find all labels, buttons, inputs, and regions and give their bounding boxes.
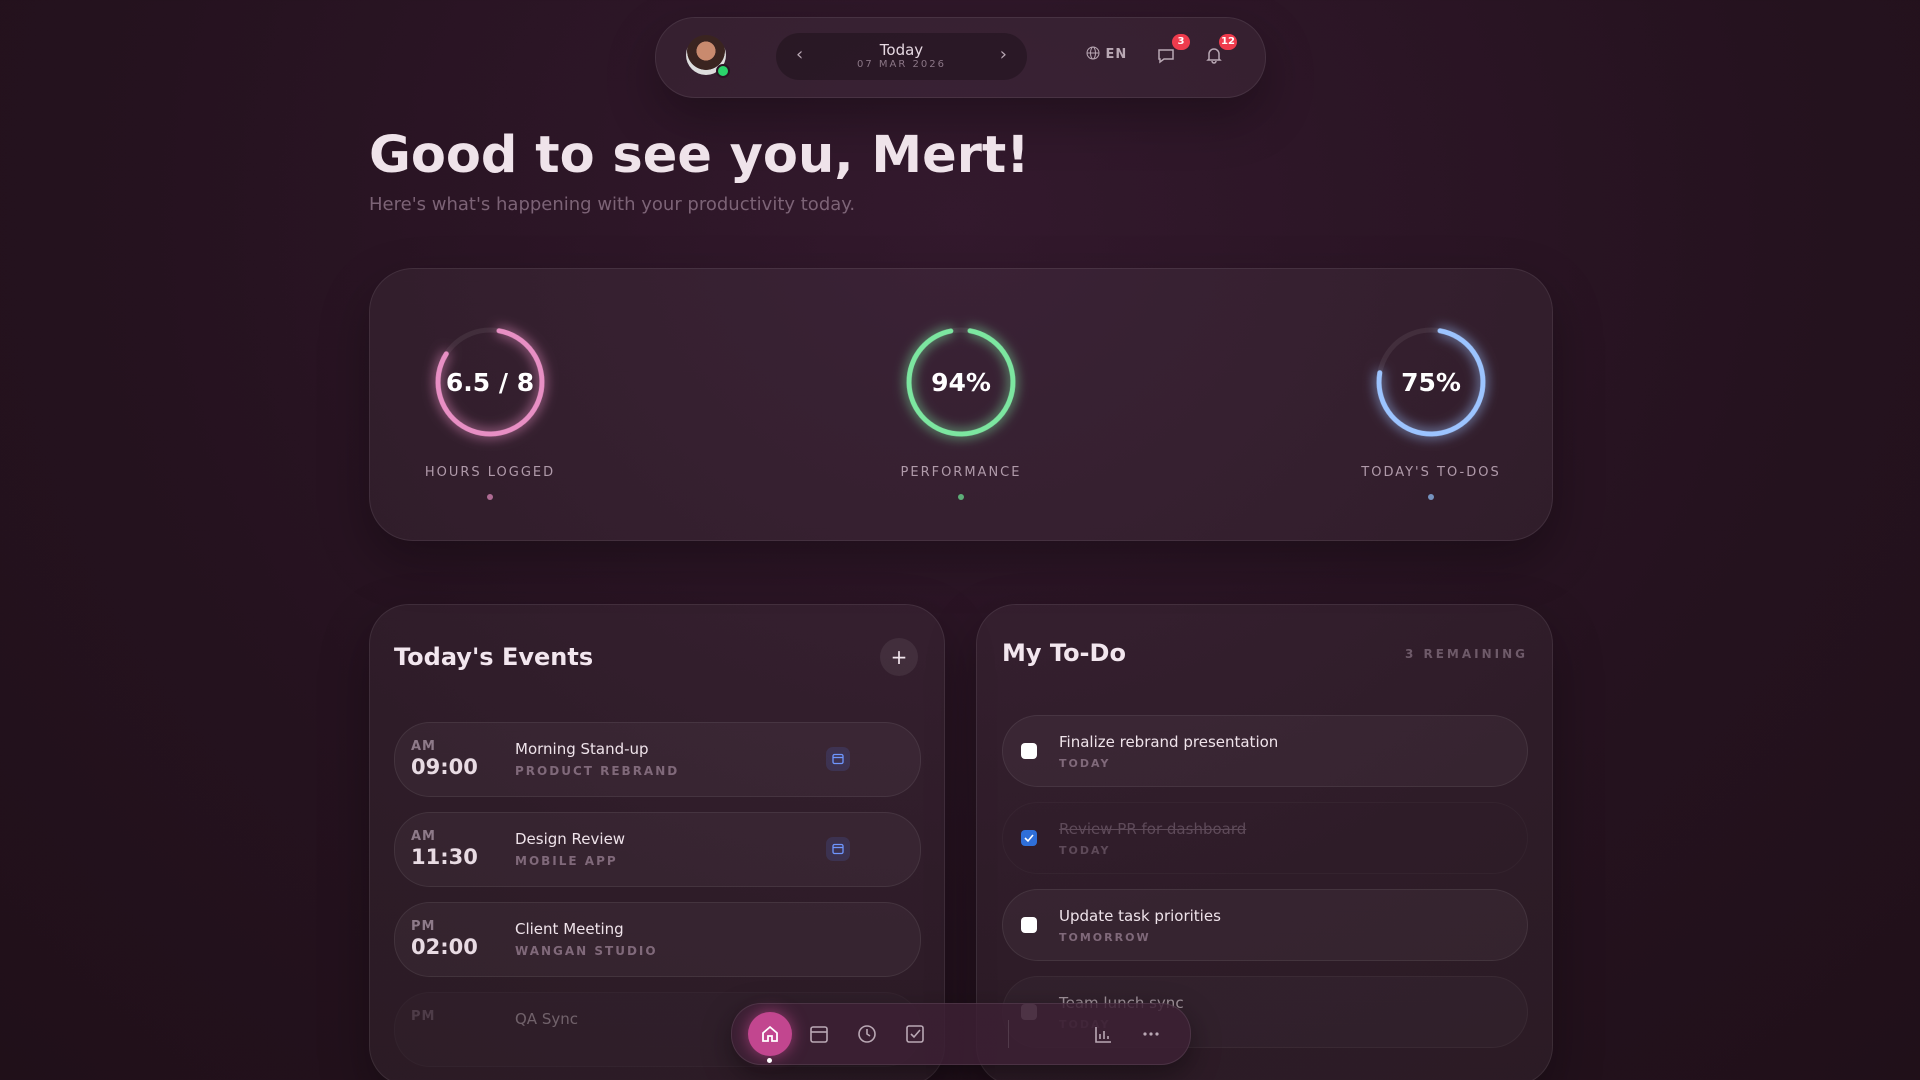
stat-label: HOURS LOGGED	[424, 465, 556, 480]
event-period: AM	[411, 739, 436, 754]
event-row[interactable]: AM 11:30 Design Review MOBILE APP	[394, 812, 921, 887]
home-icon	[762, 1025, 778, 1042]
todo-row[interactable]: Finalize rebrand presentation TODAY	[1002, 715, 1528, 787]
event-time: 11:30	[411, 845, 478, 869]
stat-value: 75%	[1401, 368, 1461, 397]
messages-icon[interactable]	[1157, 47, 1175, 65]
events-card: Today's Events + AM 09:00 Morning Stand-up…	[369, 604, 945, 1080]
progress-ring	[1376, 327, 1486, 437]
stat-dot	[1428, 494, 1434, 500]
stat-value: 6.5 / 8	[445, 368, 535, 397]
todo-due: TODAY	[1059, 757, 1111, 770]
date: 07 MAR 2026	[857, 59, 946, 70]
events-title: Today's Events	[394, 643, 594, 671]
prev-day[interactable]: ‹	[796, 44, 804, 65]
add-event-button[interactable]: +	[880, 638, 918, 676]
top-bar	[655, 17, 1266, 98]
todo-title: Update task priorities	[1059, 907, 1221, 925]
stat-value: 94%	[931, 368, 991, 397]
todo-row[interactable]: Update task priorities TOMORROW	[1002, 889, 1528, 961]
todo-checkbox[interactable]	[1021, 743, 1037, 759]
stat-dot	[487, 494, 493, 500]
event-calendar-icon	[826, 747, 850, 771]
more-tab[interactable]	[1140, 1023, 1162, 1045]
event-subtitle: MOBILE APP	[515, 854, 618, 868]
notifications-icon[interactable]	[1205, 46, 1223, 64]
todo-remaining: 3 REMAINING	[1404, 647, 1528, 661]
active-indicator	[767, 1058, 772, 1063]
language-switch[interactable]: EN	[1086, 46, 1127, 62]
bottom-nav	[731, 1003, 1191, 1065]
home-tab[interactable]	[748, 1012, 792, 1056]
date-switcher: ‹ › Today 07 MAR 2026	[776, 33, 1027, 80]
check-mark	[1024, 834, 1034, 843]
event-calendar-icon	[826, 837, 850, 861]
event-title: Morning Stand-up	[515, 740, 649, 758]
todo-checkbox[interactable]	[1021, 830, 1037, 846]
event-row[interactable]: PM QA Sync	[394, 992, 921, 1067]
event-time: 02:00	[411, 935, 478, 959]
todo-due: TODAY	[1059, 844, 1111, 857]
event-time: 09:00	[411, 755, 478, 779]
ring-progress	[1376, 327, 1486, 437]
globe-icon	[1086, 46, 1100, 60]
event-period: PM	[411, 919, 436, 934]
event-title: QA Sync	[515, 1010, 578, 1028]
todo-checkbox[interactable]	[1021, 917, 1037, 933]
todo-title: Finalize rebrand presentation	[1059, 733, 1279, 751]
stat-label: TODAY'S TO-DOS	[1361, 465, 1501, 480]
calendar-glyph	[832, 843, 844, 855]
event-subtitle: WANGAN STUDIO	[515, 944, 658, 958]
todo-row[interactable]: Review PR for dashboard TODAY	[1002, 802, 1528, 874]
greeting-subtitle: Here's what's happening with your produc…	[369, 194, 856, 215]
event-subtitle: PRODUCT REBRAND	[515, 764, 680, 778]
clock-tab[interactable]	[856, 1023, 878, 1045]
progress-ring	[435, 327, 545, 437]
event-period: PM	[411, 1009, 436, 1024]
greeting-title: Good to see you, Mert!	[369, 126, 1030, 185]
todo-title: My To-Do	[1002, 639, 1126, 667]
tasks-tab[interactable]	[904, 1023, 926, 1045]
progress-ring	[906, 327, 1016, 437]
todo-due: TOMORROW	[1059, 931, 1151, 944]
messages-badge: 3	[1172, 34, 1190, 50]
calendar-tab[interactable]	[808, 1023, 830, 1045]
ring-progress	[435, 327, 545, 437]
ring-progress	[906, 327, 1016, 437]
notifications-badge: 12	[1219, 34, 1237, 50]
event-row[interactable]: PM 02:00 Client Meeting WANGAN STUDIO	[394, 902, 921, 977]
next-day[interactable]: ›	[999, 44, 1007, 65]
stats-card: 6.5 / 8 HOURS LOGGED 94% PERFORMANCE 75% TODA…	[369, 268, 1553, 541]
event-title: Client Meeting	[515, 920, 624, 938]
stats-tab[interactable]	[1092, 1023, 1114, 1045]
event-period: AM	[411, 829, 436, 844]
event-row[interactable]: AM 09:00 Morning Stand-up PRODUCT REBRAND	[394, 722, 921, 797]
calendar-glyph	[832, 753, 844, 765]
language: EN	[1105, 47, 1128, 62]
todo-title: Review PR for dashboard	[1059, 820, 1247, 838]
stat-label: PERFORMANCE	[900, 465, 1022, 480]
nav-divider	[1008, 1020, 1009, 1048]
date-title: Today	[879, 41, 924, 59]
event-title: Design Review	[515, 830, 626, 848]
online-indicator	[716, 64, 730, 78]
stat-dot	[958, 494, 964, 500]
